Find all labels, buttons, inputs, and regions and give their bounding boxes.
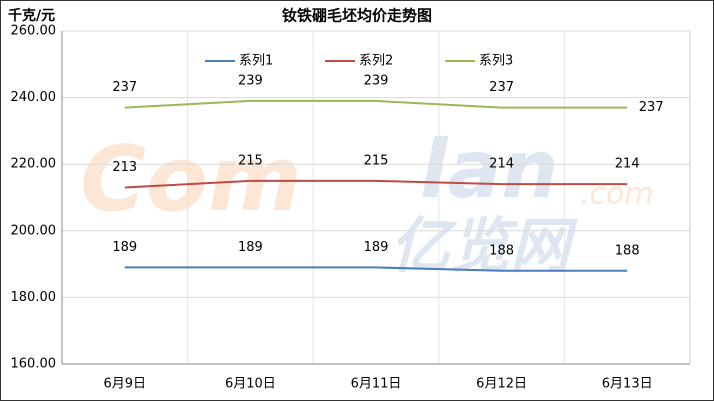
legend-label: 系列2 bbox=[359, 54, 393, 69]
chart-title: 钕铁硼毛坯均价走势图 bbox=[282, 7, 432, 25]
x-tick-label: 6月10日 bbox=[225, 377, 276, 392]
x-tick-label: 6月12日 bbox=[476, 377, 527, 392]
series-line bbox=[124, 179, 628, 189]
data-label: 237 bbox=[112, 80, 137, 95]
y-unit: 千克/元 bbox=[8, 7, 55, 24]
watermark-suffix: .com bbox=[580, 177, 654, 212]
watermark-right: lan bbox=[420, 123, 558, 216]
data-label: 188 bbox=[489, 243, 514, 258]
y-tick-label: 220.00 bbox=[11, 157, 57, 172]
data-label: 189 bbox=[364, 240, 389, 255]
data-label: 239 bbox=[238, 73, 263, 88]
series-line bbox=[124, 266, 628, 272]
series-line bbox=[124, 99, 628, 109]
y-tick-label: 160.00 bbox=[11, 357, 57, 372]
data-label: 189 bbox=[238, 240, 263, 255]
data-label: 213 bbox=[112, 160, 137, 175]
watermark: Com lan .com 亿览网 bbox=[80, 123, 654, 282]
legend-label: 系列3 bbox=[479, 54, 513, 69]
y-tick-label: 240.00 bbox=[11, 90, 57, 105]
data-label: 215 bbox=[238, 153, 263, 168]
data-label: 214 bbox=[615, 157, 640, 172]
data-label: 215 bbox=[364, 153, 389, 168]
x-tick-label: 6月9日 bbox=[104, 377, 147, 392]
legend-label: 系列1 bbox=[239, 54, 273, 69]
data-label: 189 bbox=[112, 240, 137, 255]
y-tick-label: 180.00 bbox=[11, 290, 57, 305]
data-label: 239 bbox=[364, 73, 389, 88]
data-label: 214 bbox=[489, 157, 514, 172]
data-label: 237 bbox=[639, 100, 664, 115]
y-tick-label: 260.00 bbox=[11, 24, 57, 39]
y-tick-label: 200.00 bbox=[11, 223, 57, 238]
data-label: 237 bbox=[489, 80, 514, 95]
watermark-left: Com bbox=[80, 127, 302, 232]
x-tick-label: 6月11日 bbox=[351, 377, 402, 392]
data-label: 188 bbox=[615, 243, 640, 258]
x-tick-label: 6月13日 bbox=[602, 377, 653, 392]
